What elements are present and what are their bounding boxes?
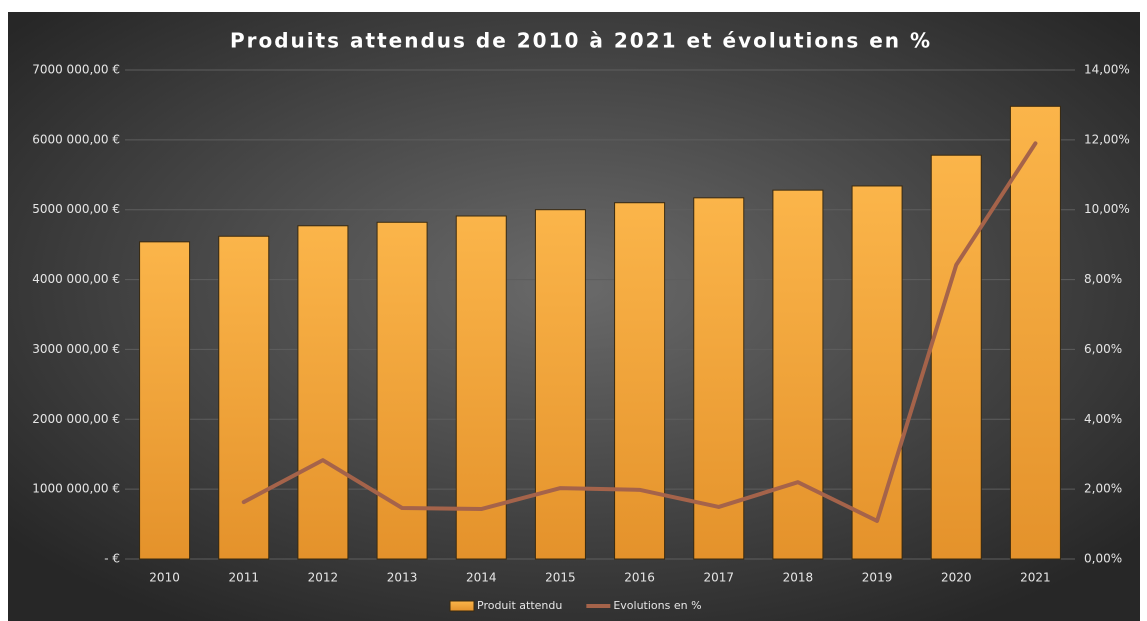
x-tick-label: 2011 [228, 571, 259, 585]
bar [930, 154, 982, 560]
x-tick-label: 2012 [308, 571, 339, 585]
y-tick-label: - € [104, 552, 120, 566]
x-tick-label: 2013 [387, 571, 418, 585]
y-tick-label: 5000 000,00 € [32, 202, 120, 216]
y2-tick-label: 12,00% [1084, 132, 1130, 146]
x-tick-label: 2020 [941, 571, 972, 585]
x-tick-label: 2019 [862, 571, 893, 585]
y-tick-label: 7000 000,00 € [32, 63, 120, 77]
y2-tick-label: 0,00% [1084, 552, 1122, 566]
bar [772, 189, 824, 560]
y-tick-label: 3000 000,00 € [32, 342, 120, 356]
bar [1009, 105, 1061, 560]
chart-title: Produits attendus de 2010 à 2021 et évol… [230, 29, 932, 53]
y2-tick-label: 8,00% [1084, 272, 1122, 286]
bar [693, 197, 745, 560]
x-tick-label: 2015 [545, 571, 576, 585]
legend-label: Produit attendu [477, 599, 562, 612]
y2-tick-label: 6,00% [1084, 342, 1122, 356]
x-tick-label: 2016 [624, 571, 655, 585]
y-tick-label: 2000 000,00 € [32, 412, 120, 426]
x-tick-label: 2010 [149, 571, 180, 585]
x-tick-label: 2017 [703, 571, 734, 585]
bar [614, 202, 666, 560]
bar [534, 209, 586, 560]
legend-swatch [449, 600, 475, 612]
y2-tick-label: 14,00% [1084, 63, 1130, 77]
legend-label: Evolutions en % [613, 599, 701, 612]
x-tick-label: 2018 [783, 571, 814, 585]
x-tick-label: 2021 [1020, 571, 1051, 585]
line [241, 141, 1038, 523]
x-tick-label: 2014 [466, 571, 497, 585]
bar [218, 235, 270, 560]
bar [376, 221, 428, 560]
y2-tick-label: 10,00% [1084, 202, 1130, 216]
bar [297, 225, 349, 560]
bar [139, 241, 191, 560]
bar [851, 185, 903, 560]
y2-tick-label: 2,00% [1084, 482, 1122, 496]
bar [455, 215, 507, 560]
y2-tick-label: 4,00% [1084, 412, 1122, 426]
y-tick-label: 1000 000,00 € [32, 482, 120, 496]
y-tick-label: 6000 000,00 € [32, 132, 120, 146]
y-tick-label: 4000 000,00 € [32, 272, 120, 286]
